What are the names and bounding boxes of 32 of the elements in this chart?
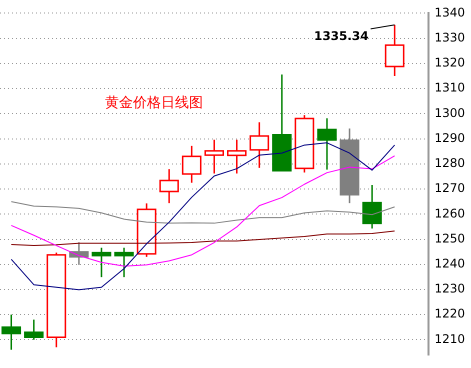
y-tick-label: 1330 bbox=[434, 30, 466, 44]
candlestick bbox=[2, 314, 22, 351]
y-tick-label: 1270 bbox=[434, 181, 466, 196]
y-tick-label: 1300 bbox=[434, 106, 466, 120]
y-tick-label: 1260 bbox=[434, 206, 466, 220]
y-tick-label: 1280 bbox=[434, 156, 466, 170]
candlestick bbox=[182, 145, 202, 184]
candlestick bbox=[272, 74, 292, 172]
y-tick-label: 1210 bbox=[434, 332, 466, 346]
y-tick-label: 1310 bbox=[434, 80, 466, 95]
y-tick-label: 1250 bbox=[434, 231, 466, 246]
candlestick bbox=[136, 202, 156, 258]
candlestick bbox=[362, 184, 382, 230]
candlestick bbox=[317, 117, 337, 170]
y-tick-label: 1230 bbox=[434, 282, 466, 296]
text: 黄金价格日线图 bbox=[105, 94, 203, 111]
candlestick bbox=[24, 318, 44, 340]
annotation: 1335.34 bbox=[314, 29, 369, 44]
candlestick bbox=[114, 247, 134, 278]
candlestick bbox=[92, 247, 112, 278]
candlestick bbox=[384, 24, 404, 77]
y-tick-label: 1220 bbox=[434, 306, 466, 321]
candlestick bbox=[46, 252, 66, 348]
y-tick-label: 1240 bbox=[434, 256, 466, 270]
candlestick bbox=[340, 128, 360, 204]
candlestick bbox=[227, 139, 247, 174]
candlestick bbox=[204, 139, 224, 174]
y-tick-label: 1290 bbox=[434, 130, 466, 145]
y-tick-label: 1320 bbox=[434, 56, 466, 70]
candlestick bbox=[250, 121, 270, 169]
y-tick-label: 1340 bbox=[434, 5, 466, 20]
candlestick bbox=[159, 168, 179, 204]
